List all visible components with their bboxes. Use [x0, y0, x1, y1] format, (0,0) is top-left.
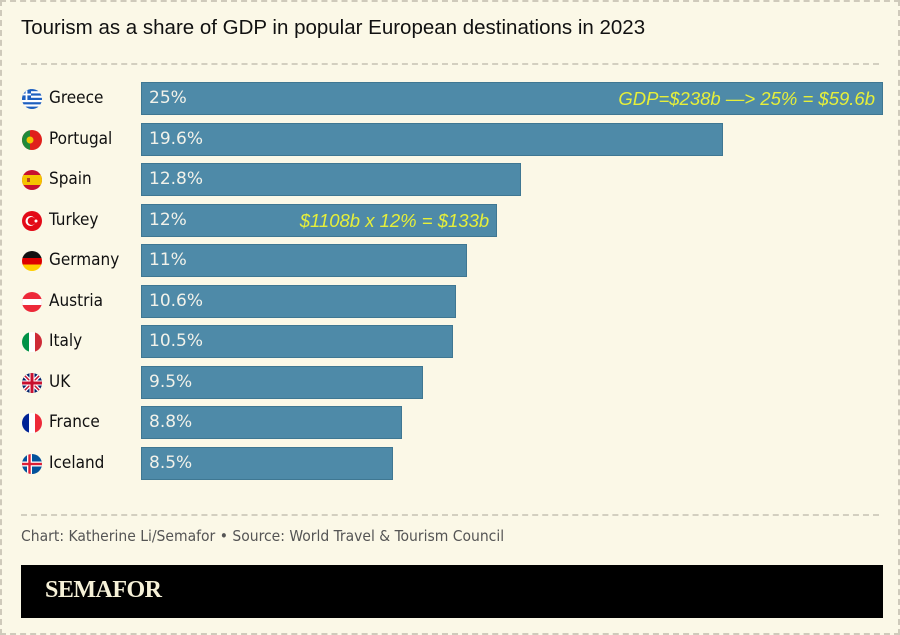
category-label: Greece — [49, 88, 104, 108]
value-label: 12% — [149, 209, 187, 230]
bar-row-iceland: Iceland 8.5% — [2, 446, 898, 481]
portugal-flag-icon — [22, 129, 42, 150]
brand-banner: SEMAFOR — [21, 565, 883, 618]
germany-flag-icon — [22, 251, 42, 271]
category-label: Iceland — [49, 452, 105, 473]
bar-row-spain: Spain 12.8% — [2, 163, 898, 197]
bar-portugal — [141, 122, 723, 156]
value-label: 19.6% — [149, 128, 204, 149]
italy-flag-icon — [22, 332, 42, 352]
bar-row-uk: UK 9.5% — [2, 365, 898, 400]
annotation: GDP=$238b —> 25% = $59.6b — [618, 88, 875, 109]
divider — [21, 63, 879, 65]
category-label: France — [49, 412, 100, 432]
bar-germany — [141, 244, 468, 277]
uk-flag-icon — [22, 372, 42, 393]
category-label: UK — [49, 371, 71, 392]
value-label: 25% — [149, 88, 187, 108]
source-credit: Chart: Katherine Li/Semafor • Source: Wo… — [21, 527, 505, 545]
iceland-flag-icon — [22, 453, 42, 474]
value-label: 8.5% — [149, 452, 193, 473]
value-label: 9.5% — [149, 371, 193, 392]
bar-row-italy: Italy 10.5% — [2, 325, 898, 359]
bar-row-portugal: Portugal 19.6% — [2, 122, 898, 157]
spain-flag-icon — [22, 170, 42, 190]
annotation: $1108b x 12% = $133b — [299, 209, 490, 231]
bar-spain — [141, 163, 521, 196]
bar-row-greece: Greece 25% GDP=$238b —> 25% = $59.6b — [2, 82, 898, 116]
bar-row-turkey: Turkey 12% $1108b x 12% = $133b — [2, 203, 898, 238]
category-label: Germany — [49, 250, 120, 270]
semafor-logo: SEMAFOR — [45, 577, 162, 603]
bar-turkey — [141, 203, 498, 237]
bar-austria — [141, 284, 456, 318]
value-label: 12.8% — [149, 169, 204, 189]
value-label: 8.8% — [149, 412, 193, 432]
bar-france — [141, 406, 403, 439]
bar-iceland — [141, 446, 394, 480]
bar-row-france: France 8.8% — [2, 406, 898, 440]
category-label: Turkey — [49, 209, 99, 230]
divider — [21, 514, 879, 516]
bar-uk — [141, 365, 423, 399]
bar-italy — [141, 325, 453, 358]
value-label: 10.6% — [149, 290, 204, 311]
category-label: Austria — [49, 290, 104, 311]
austria-flag-icon — [22, 291, 42, 312]
bar-greece — [141, 82, 883, 115]
value-label: 10.5% — [149, 331, 204, 351]
bar-row-germany: Germany 11% — [2, 244, 898, 278]
chart-title: Tourism as a share of GDP in popular Eur… — [21, 16, 646, 39]
bar-row-austria: Austria 10.6% — [2, 284, 898, 319]
value-label: 11% — [149, 250, 187, 270]
category-label: Spain — [49, 169, 92, 189]
france-flag-icon — [22, 413, 42, 433]
turkey-flag-icon — [22, 210, 42, 231]
category-label: Italy — [49, 331, 83, 351]
greece-flag-icon — [22, 89, 42, 109]
category-label: Portugal — [49, 128, 113, 149]
